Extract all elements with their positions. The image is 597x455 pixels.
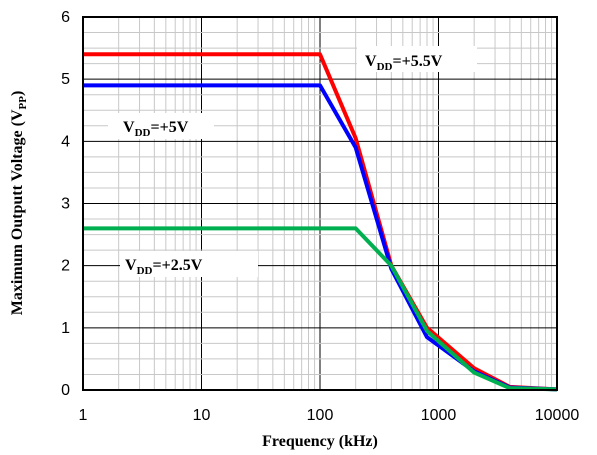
annotation-box [120, 251, 258, 277]
plot-frame [82, 16, 558, 391]
x-tick-label: 10000 [535, 407, 580, 424]
annotation-main: V [123, 119, 135, 136]
x-axis-title: Frequency (kHz) [262, 433, 378, 450]
annotation-sub: DD [377, 61, 393, 73]
y-axis-title-sub: PP [17, 96, 29, 110]
y-tick-label: 4 [61, 133, 70, 150]
y-tick-label: 6 [61, 9, 70, 26]
y-axis-title: Maximum Outputt Voltage (VPP) [9, 91, 29, 316]
y-tick-label: 0 [61, 382, 70, 399]
annotation-vdd-2-5v: VDD=+2.5V [120, 251, 258, 277]
y-tick-labels: 0 1 2 3 4 5 6 [61, 9, 70, 399]
series-line-2 [83, 226, 558, 392]
annotation-main: V [125, 257, 137, 274]
y-tick-label: 5 [61, 71, 70, 88]
x-tick-labels: 1 10 100 1000 10000 [79, 407, 580, 424]
annotation-vdd-5v: VDD=+5V [108, 113, 214, 139]
annotation-rest: =+2.5V [152, 257, 202, 274]
x-tick-label: 1000 [421, 407, 457, 424]
annotation-box [357, 46, 477, 72]
annotation-box [108, 113, 214, 139]
annotation-text: VDD=+5.5V [365, 53, 443, 73]
annotation-rest: =+5.5V [392, 53, 442, 70]
x-tick-label: 1 [79, 407, 88, 424]
annotation-sub: DD [137, 265, 153, 277]
annotation-rest: =+5V [150, 119, 188, 136]
annotation-text: VDD=+5V [123, 119, 189, 139]
x-tick-label: 100 [307, 407, 334, 424]
y-axis-title-close: ) [9, 91, 26, 96]
y-axis-title-main: Maximum Outputt Voltage (V [9, 109, 26, 315]
annotation-main: V [365, 53, 377, 70]
grid [82, 16, 558, 391]
series-group [83, 52, 558, 392]
y-tick-label: 3 [61, 196, 70, 213]
y-tick-label: 1 [61, 320, 70, 337]
x-tick-label: 10 [193, 407, 211, 424]
y-tick-label: 2 [61, 258, 70, 275]
annotation-vdd-5-5v: VDD=+5.5V [357, 46, 477, 73]
annotation-sub: DD [135, 127, 151, 139]
annotation-text: VDD=+2.5V [125, 257, 203, 277]
